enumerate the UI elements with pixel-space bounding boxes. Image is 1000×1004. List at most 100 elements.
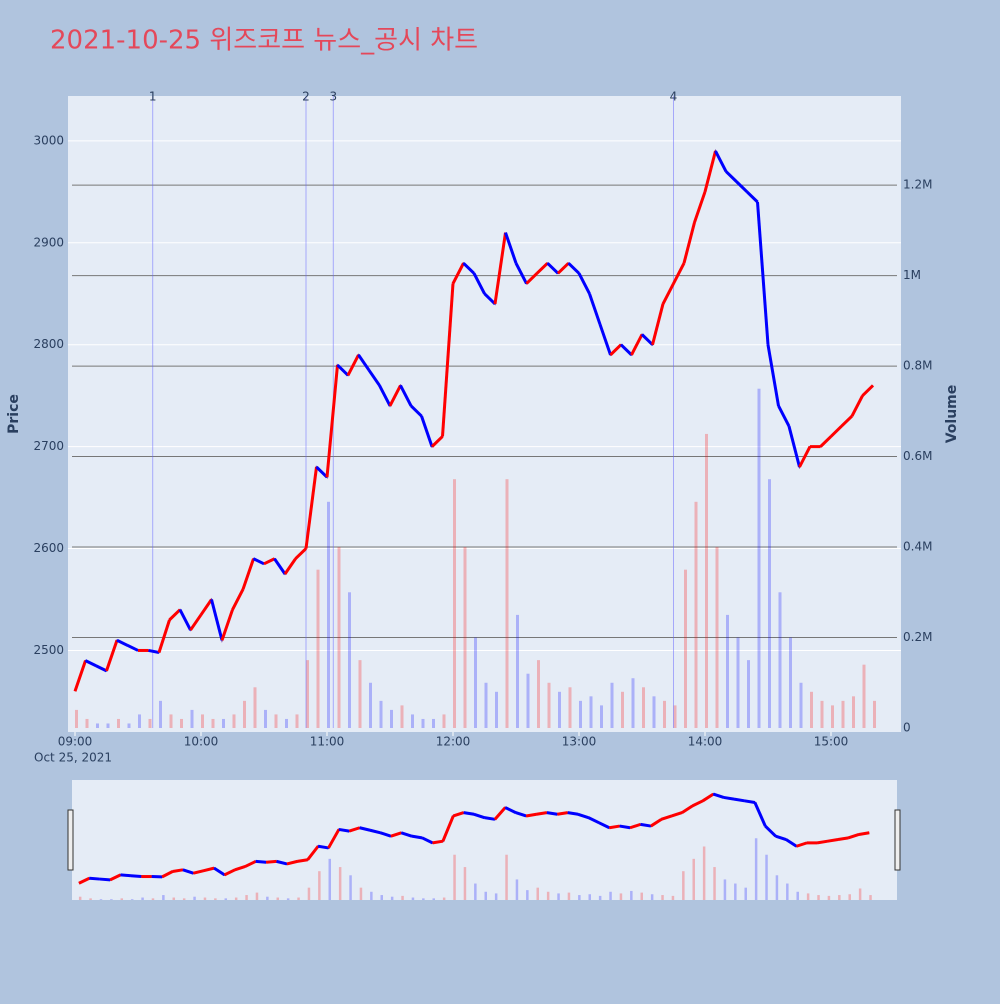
x-tick-label: 12:00 bbox=[436, 735, 471, 749]
range-handle[interactable] bbox=[895, 810, 900, 870]
mini-volume-bar bbox=[121, 898, 124, 900]
mini-volume-bar bbox=[869, 895, 872, 900]
mini-price-segment bbox=[464, 813, 474, 815]
y2-tick-label: 0.8M bbox=[903, 359, 932, 373]
mini-price-segment bbox=[121, 875, 131, 876]
range-handle[interactable] bbox=[68, 810, 73, 870]
mini-volume-bar bbox=[495, 893, 498, 900]
mini-volume-bar bbox=[796, 892, 799, 900]
mini-volume-bar bbox=[692, 859, 695, 900]
volume-bar bbox=[737, 638, 740, 728]
mini-volume-bar bbox=[308, 888, 311, 900]
volume-bar bbox=[747, 660, 750, 728]
mini-volume-bar bbox=[703, 846, 706, 900]
y-axis-title: Price bbox=[6, 394, 22, 434]
x-tick-label: 11:00 bbox=[310, 735, 345, 749]
mini-price-segment bbox=[485, 818, 495, 820]
mini-volume-bar bbox=[412, 898, 415, 900]
mini-volume-bar bbox=[453, 855, 456, 900]
volume-bar bbox=[569, 687, 572, 728]
y2-tick-label: 0 bbox=[903, 721, 911, 735]
mini-volume-bar bbox=[817, 895, 820, 900]
plot-area bbox=[68, 96, 901, 732]
mini-volume-bar bbox=[297, 898, 300, 900]
mini-volume-bar bbox=[838, 895, 841, 900]
x-tick-label: 13:00 bbox=[562, 735, 597, 749]
mini-volume-bar bbox=[536, 888, 539, 900]
mini-volume-bar bbox=[214, 898, 217, 900]
mini-volume-bar bbox=[370, 892, 373, 900]
range-slider[interactable] bbox=[72, 780, 897, 900]
mini-price-segment bbox=[838, 838, 848, 840]
volume-bar bbox=[506, 479, 509, 728]
mini-price-segment bbox=[266, 861, 276, 862]
mini-volume-bar bbox=[734, 884, 737, 900]
mini-volume-bar bbox=[588, 894, 591, 900]
mini-volume-bar bbox=[131, 899, 134, 900]
y2-axis-title: Volume bbox=[944, 385, 960, 444]
mini-volume-bar bbox=[557, 893, 560, 900]
volume-bar bbox=[779, 592, 782, 728]
volume-bar bbox=[527, 674, 530, 728]
volume-bar bbox=[212, 719, 215, 728]
mini-price-segment bbox=[640, 824, 650, 826]
mini-volume-bar bbox=[225, 898, 228, 900]
mini-volume-bar bbox=[245, 895, 248, 900]
mini-volume-bar bbox=[859, 888, 862, 900]
volume-bar bbox=[338, 547, 341, 728]
mini-volume-bar bbox=[516, 879, 519, 900]
y2-tick-label: 1.2M bbox=[903, 178, 932, 192]
volume-bar bbox=[327, 502, 330, 728]
mini-price-segment bbox=[339, 829, 349, 831]
volume-bar bbox=[275, 714, 278, 728]
volume-bar bbox=[800, 683, 803, 728]
mini-price-segment bbox=[100, 879, 110, 880]
mini-volume-bar bbox=[599, 896, 602, 900]
mini-volume-bar bbox=[744, 888, 747, 900]
mini-price-segment bbox=[568, 813, 578, 815]
mini-volume-bar bbox=[713, 867, 716, 900]
y-tick-label: 2600 bbox=[33, 541, 64, 555]
volume-bar bbox=[201, 714, 204, 728]
mini-price-segment bbox=[547, 813, 557, 815]
volume-bar bbox=[611, 683, 614, 728]
volume-bar bbox=[642, 687, 645, 728]
mini-volume-bar bbox=[204, 898, 207, 900]
volume-bar bbox=[590, 696, 593, 728]
mini-volume-bar bbox=[141, 898, 144, 900]
mini-volume-bar bbox=[547, 892, 550, 900]
x-date-label: Oct 25, 2021 bbox=[34, 751, 112, 765]
volume-bar bbox=[485, 683, 488, 728]
mini-volume-bar bbox=[682, 871, 685, 900]
volume-bar bbox=[453, 479, 456, 728]
mini-price-segment bbox=[817, 841, 827, 843]
annotation-label: 2 bbox=[302, 90, 310, 104]
mini-volume-bar bbox=[485, 892, 488, 900]
volume-bar bbox=[716, 547, 719, 728]
mini-volume-bar bbox=[100, 899, 103, 900]
mini-price-segment bbox=[173, 870, 183, 872]
volume-bar bbox=[863, 665, 866, 728]
mini-price-segment bbox=[297, 860, 307, 862]
volume-bar bbox=[516, 615, 519, 728]
volume-bar bbox=[285, 719, 288, 728]
mini-volume-bar bbox=[79, 897, 82, 900]
mini-volume-bar bbox=[578, 895, 581, 900]
volume-bar bbox=[422, 719, 425, 728]
annotation-label: 4 bbox=[670, 90, 678, 104]
mini-volume-bar bbox=[672, 896, 675, 900]
volume-bar bbox=[401, 705, 404, 728]
volume-bar bbox=[117, 719, 120, 728]
volume-bar bbox=[380, 701, 383, 728]
mini-price-segment bbox=[744, 801, 754, 803]
mini-volume-bar bbox=[609, 892, 612, 900]
volume-bar bbox=[390, 710, 393, 728]
volume-bar bbox=[464, 547, 467, 728]
volume-bar bbox=[107, 723, 110, 728]
x-tick-label: 09:00 bbox=[58, 735, 93, 749]
price-segment bbox=[149, 650, 160, 652]
volume-bar bbox=[821, 701, 824, 728]
mini-volume-bar bbox=[173, 898, 176, 900]
mini-volume-bar bbox=[422, 898, 425, 900]
volume-bar bbox=[621, 692, 624, 728]
